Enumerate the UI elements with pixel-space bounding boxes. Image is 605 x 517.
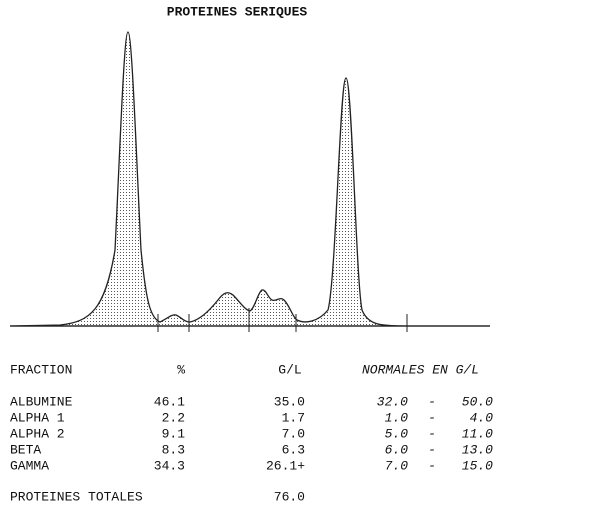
concentration: 7.0: [282, 426, 305, 441]
curve: [9, 31, 490, 327]
fraction-name: ALPHA 2: [10, 426, 65, 441]
fraction-name: ALBUMINE: [10, 394, 73, 409]
concentration: 35.0: [274, 394, 305, 409]
normal-low: 7.0: [385, 458, 409, 473]
normal-high: 4.0: [470, 410, 494, 425]
normal-high: 13.0: [462, 442, 493, 457]
total-label: PROTEINES TOTALES: [10, 489, 143, 504]
concentration: 6.3: [282, 442, 305, 457]
normal-low: 5.0: [385, 426, 409, 441]
fraction-dividers: [157, 308, 408, 332]
fraction-name: BETA: [10, 442, 41, 457]
range-separator: -: [428, 442, 436, 457]
concentration: 1.7: [282, 410, 305, 425]
percent: 2.2: [162, 410, 185, 425]
range-separator: -: [428, 394, 436, 409]
normal-high: 50.0: [462, 394, 493, 409]
percent: 34.3: [154, 458, 185, 473]
fraction-name: ALPHA 1: [10, 410, 65, 425]
normal-high: 15.0: [462, 458, 493, 473]
table-rows: ALBUMINE 46.1 35.0 32.0 - 50.0 ALPHA 1 2.2 1.7 1.…: [10, 394, 493, 473]
total-value: 76.0: [274, 489, 305, 504]
report-title: PROTEINES SERIQUES: [167, 4, 308, 19]
percent: 46.1: [154, 394, 185, 409]
concentration: 26.1+: [266, 458, 305, 473]
normal-low: 32.0: [377, 394, 408, 409]
normal-high: 11.0: [462, 426, 493, 441]
electrophoresis-curve: [9, 31, 490, 332]
range-separator: -: [428, 458, 436, 473]
percent: 8.3: [162, 442, 185, 457]
normal-low: 6.0: [385, 442, 409, 457]
range-separator: -: [428, 426, 436, 441]
header-gl: G/L: [278, 362, 301, 377]
percent: 9.1: [162, 426, 186, 441]
range-separator: -: [428, 410, 436, 425]
header-normals: NORMALES EN G/L: [362, 362, 479, 377]
fraction-name: GAMMA: [10, 458, 49, 473]
header-fraction: FRACTION: [10, 362, 72, 377]
header-percent: %: [177, 362, 185, 377]
normal-low: 1.0: [385, 410, 409, 425]
